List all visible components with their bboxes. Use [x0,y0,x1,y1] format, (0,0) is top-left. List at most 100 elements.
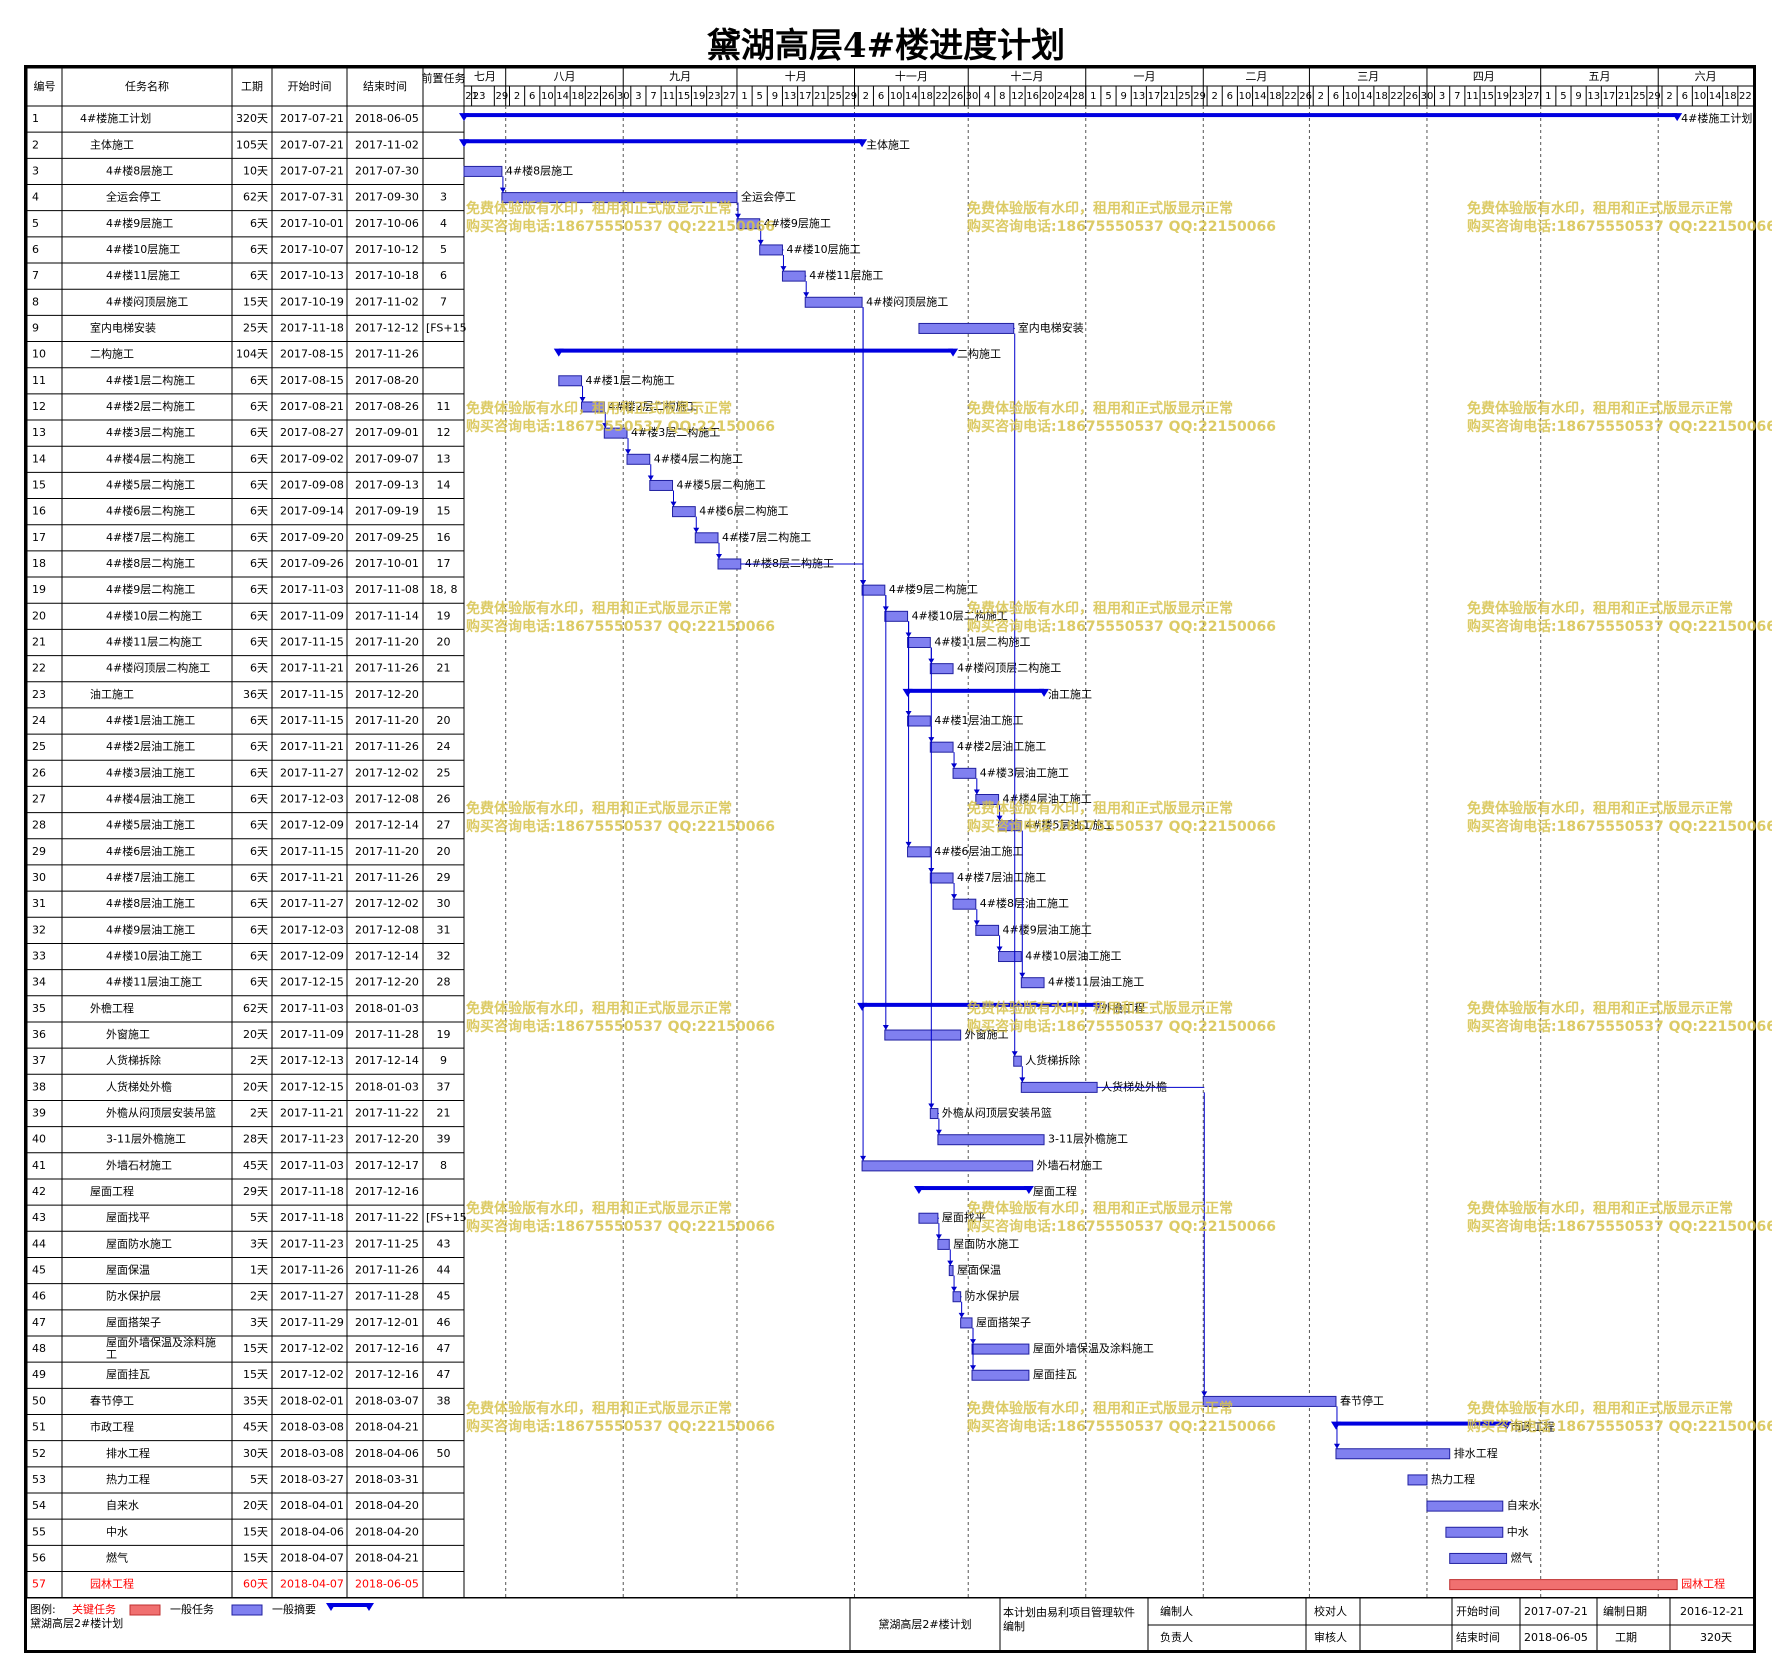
task-name: 4#楼8层施工 [106,163,173,177]
task-start: 2017-11-03 [280,1159,344,1172]
task-start: 2018-04-01 [280,1499,344,1512]
task-duration: 45天 [243,1159,268,1172]
day-tick-label: 6 [878,91,884,102]
task-bar [861,584,886,596]
task-duration: 6天 [250,976,268,989]
task-start: 2017-10-13 [280,269,344,282]
day-tick-label: 29 [1648,91,1661,102]
bar-label: 4#楼5层油工施工 [1025,818,1114,832]
task-bar [1407,1474,1428,1486]
task-end: 2017-11-08 [355,583,419,596]
task-start: 2018-04-07 [280,1578,344,1591]
task-id: 23 [32,688,46,701]
day-tick-label: 12 [1011,91,1024,102]
task-name: 屋面工程 [90,1185,134,1198]
day-tick-label: 10 [1694,91,1707,102]
task-start: 2017-08-27 [280,426,344,439]
bar-label: 全运会停工 [741,190,796,204]
task-name: 4#楼4层二构施工 [106,451,195,465]
summary-bar-start-cap [1330,1421,1341,1430]
task-name: 4#楼3层二构施工 [106,425,195,439]
task-end: 2018-03-31 [355,1473,419,1486]
task-start: 2017-10-01 [280,217,344,230]
task-end: 2017-12-17 [355,1159,419,1172]
task-duration: 6天 [250,635,268,648]
task-id: 56 [32,1551,46,1564]
dependency-arrow [928,1103,935,1109]
dependency-arrow [947,1260,954,1266]
task-pred: 20 [437,635,451,648]
day-tick-label: 13 [1132,91,1145,102]
task-id: 18 [32,557,46,570]
bar-label: 中水 [1507,1525,1529,1538]
task-end: 2018-04-06 [355,1447,419,1460]
bar-label: 4#楼11层油工施工 [1048,975,1144,989]
day-tick-label: 3 [1439,91,1445,102]
task-start: 2017-09-08 [280,478,344,491]
task-end: 2018-04-20 [355,1499,419,1512]
task-id: 29 [32,845,46,858]
task-id: 47 [32,1316,46,1329]
task-id: 38 [32,1080,46,1093]
task-bar [929,872,954,884]
task-start: 2018-04-07 [280,1551,344,1564]
task-end: 2017-08-26 [355,400,419,413]
chart-title: 黛湖高层4#楼进度计划 [706,26,1066,66]
task-id: 46 [32,1290,46,1303]
summary-bar-end-cap [1672,113,1683,122]
day-tick-label: 18 [1269,91,1282,102]
task-start: 2017-08-15 [280,348,344,361]
task-pred: 28 [437,976,451,989]
day-tick-label: 2 [1211,91,1217,102]
day-tick-label: 9 [1120,91,1126,102]
task-end: 2017-12-14 [355,819,419,832]
task-duration: 3天 [250,1237,268,1250]
task-duration: 105天 [236,138,268,151]
task-duration: 6天 [250,609,268,622]
task-end: 2017-11-25 [355,1237,419,1250]
day-tick-label: 26 [1405,91,1418,102]
bar-label: 4#楼3层油工施工 [980,765,1069,779]
task-id: 10 [32,348,46,361]
bar-label: 主体施工 [866,137,910,151]
task-name: 屋面保温 [106,1263,150,1277]
day-tick-label: 23 [1512,91,1525,102]
footer-start-label: 开始时间 [1456,1604,1500,1618]
day-tick-label: 2 [863,91,869,102]
task-name: 4#楼8层油工施工 [106,896,195,910]
task-start: 2017-10-07 [280,243,344,256]
footer-responsible-label: 负责人 [1160,1630,1193,1644]
task-start: 2017-11-18 [280,321,344,334]
bar-label: 屋面工程 [1033,1185,1077,1198]
task-end: 2018-04-21 [355,1551,419,1564]
day-tick-label: 17 [799,91,812,102]
task-pred: 26 [437,793,451,806]
day-tick-label: 2 [514,91,520,102]
task-pred: 4 [440,217,447,230]
bar-label: 4#楼10层施工 [786,242,860,256]
bar-label: 二构施工 [957,347,1001,361]
task-start: 2017-08-15 [280,374,344,387]
task-duration: 60天 [243,1578,268,1591]
bar-label: 防水保护层 [965,1289,1020,1303]
task-bar [937,1134,1045,1146]
task-id: 14 [32,452,46,465]
dependency-arrow [860,1155,867,1161]
task-id: 12 [32,400,46,413]
task-name: 外墙石材施工 [106,1158,172,1172]
task-name: 外檐工程 [90,1001,134,1015]
footer-start-value: 2017-07-21 [1524,1605,1588,1618]
footer-end-label: 结束时间 [1456,1631,1500,1644]
task-bar [975,794,1000,806]
day-tick-label: 29 [496,91,509,102]
bar-label: 4#楼4层油工施工 [1003,792,1092,806]
task-bar [581,401,605,413]
task-end: 2017-11-20 [355,714,419,727]
task-end: 2017-07-30 [355,164,419,177]
task-start: 2017-12-02 [280,1368,344,1381]
summary-bar [464,113,1678,118]
task-name: 4#楼4层油工施工 [106,792,195,806]
task-id: 6 [32,243,39,256]
day-tick-label: 11 [662,91,675,102]
task-end: 2017-12-16 [355,1342,419,1355]
